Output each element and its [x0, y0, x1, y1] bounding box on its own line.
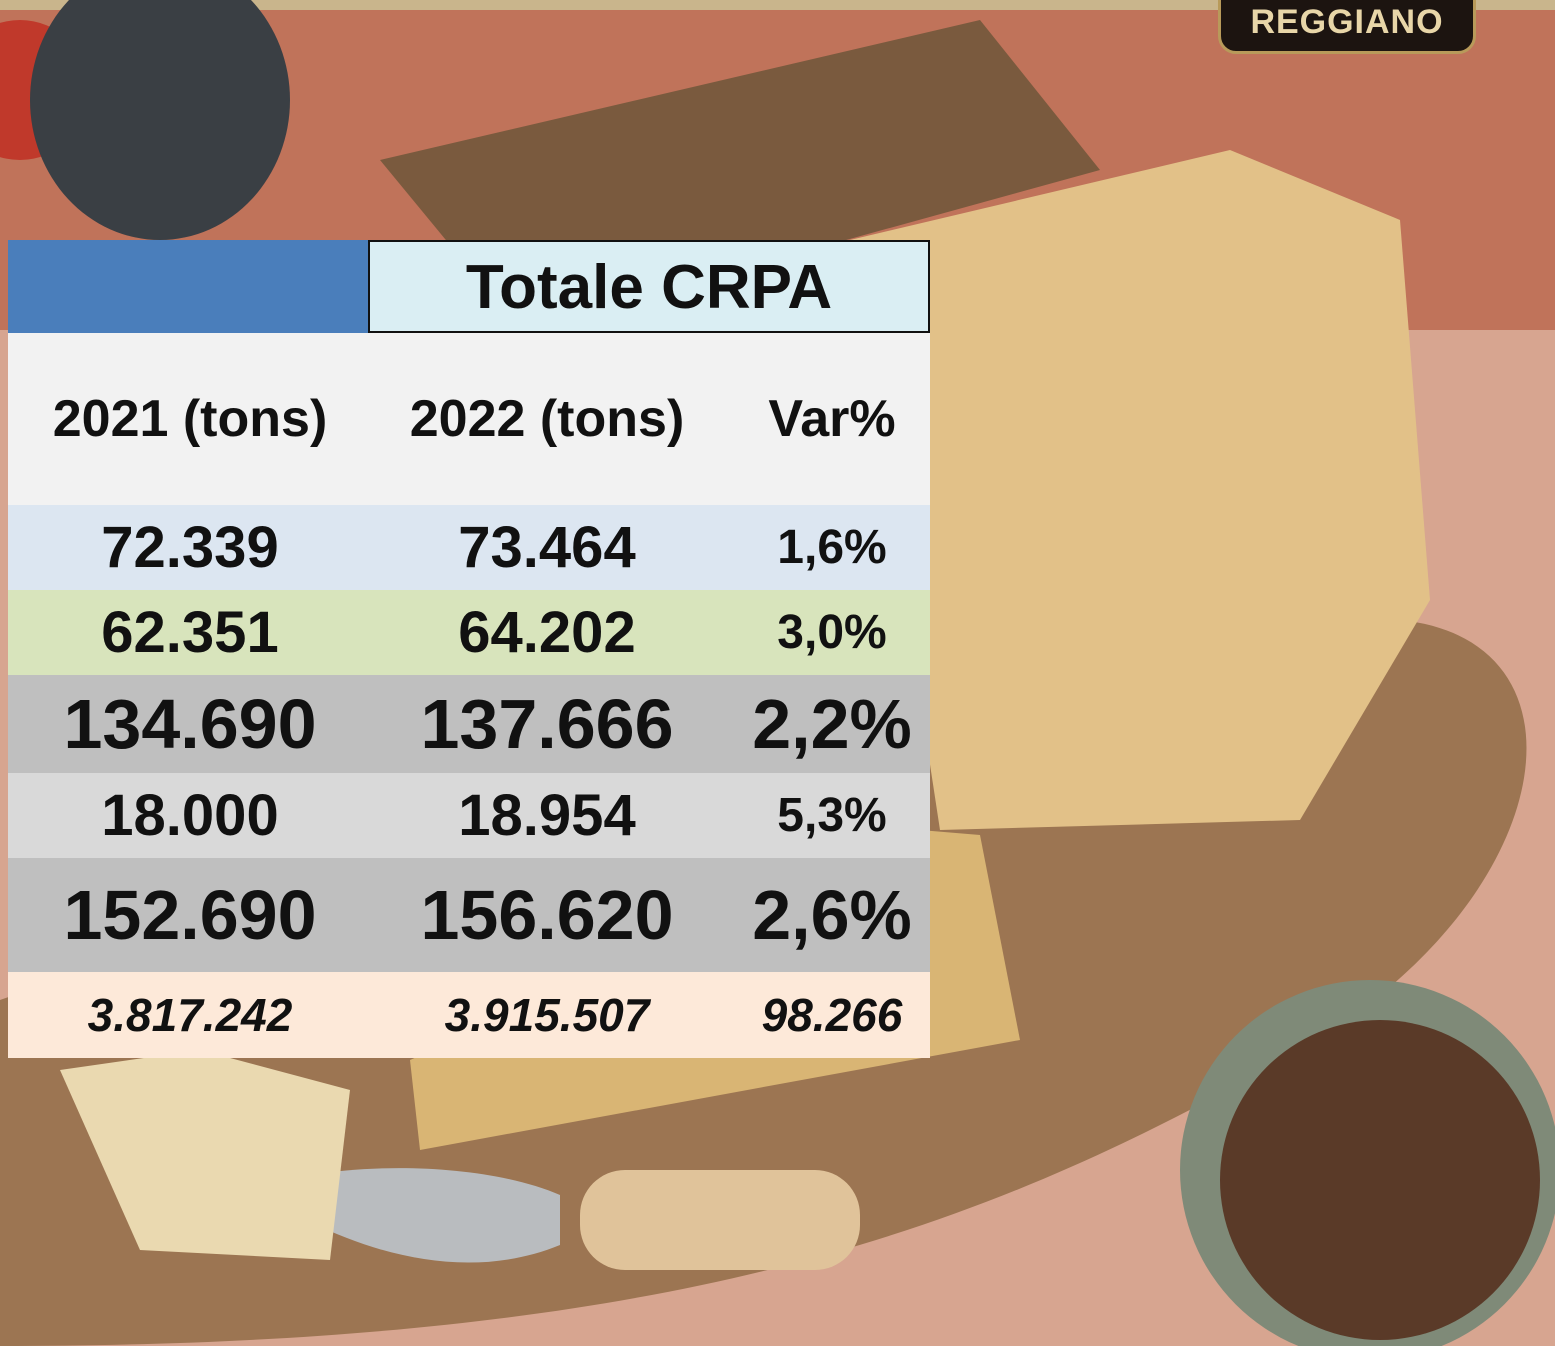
table-cell: 72.339	[101, 515, 279, 580]
cheese	[850, 150, 1430, 830]
logo: REGGIANO	[1218, 0, 1476, 54]
column-header-row: 2021 (tons) 2022 (tons) Var%	[8, 333, 930, 505]
plate	[30, 0, 290, 240]
table-cell: 156.620	[420, 876, 674, 954]
table-cell: 98.266	[761, 989, 903, 1041]
knife-handle	[580, 1170, 860, 1270]
table-row: 134.690 137.666 2,2%	[8, 675, 930, 773]
cheese-crumbs	[60, 1050, 350, 1260]
table-cell: 18.954	[458, 783, 636, 848]
top-bar	[0, 0, 1555, 10]
table-row: 3.817.242 3.915.507 98.266	[8, 972, 930, 1058]
table-cell: 137.666	[420, 685, 674, 763]
table-row: 18.000 18.954 5,3%	[8, 773, 930, 858]
table-row: 62.351 64.202 3,0%	[8, 590, 930, 675]
table-title: Totale CRPA	[368, 240, 930, 333]
table-cell: 73.464	[458, 515, 636, 580]
table-cell: 2,6%	[752, 876, 912, 954]
table-cell: 18.000	[101, 783, 279, 848]
table-cell: 64.202	[458, 600, 636, 665]
table-row: 152.690 156.620 2,6%	[8, 858, 930, 972]
table-cell: 2,2%	[752, 685, 912, 763]
table-row: 72.339 73.464 1,6%	[8, 505, 930, 590]
table-cell: 134.690	[63, 685, 317, 763]
column-header: Var%	[768, 390, 896, 448]
table-cell: 1,6%	[777, 521, 887, 574]
table-cell: 62.351	[101, 600, 279, 665]
table-cell: 3.915.507	[444, 989, 650, 1041]
table-cell: 3,0%	[777, 606, 887, 659]
column-header: 2022 (tons)	[409, 390, 685, 448]
column-header: 2021 (tons)	[52, 390, 328, 448]
header-blank	[8, 240, 368, 333]
table-cell: 152.690	[63, 876, 317, 954]
table-cell: 3.817.242	[87, 989, 293, 1041]
table-cell: 5,3%	[777, 789, 887, 842]
figs	[1220, 1020, 1540, 1340]
